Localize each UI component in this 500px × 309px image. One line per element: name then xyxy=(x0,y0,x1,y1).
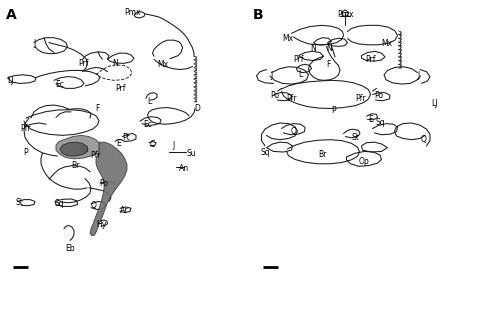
Text: B: B xyxy=(252,8,263,22)
Text: Sq: Sq xyxy=(54,199,64,209)
Text: J: J xyxy=(34,39,36,49)
Text: Sq: Sq xyxy=(260,148,270,158)
Text: Po: Po xyxy=(374,91,384,100)
Text: Pfr: Pfr xyxy=(286,94,297,103)
Text: L: L xyxy=(298,70,302,79)
Text: P: P xyxy=(24,147,28,157)
Text: D: D xyxy=(194,104,200,113)
Text: Prf: Prf xyxy=(115,84,125,94)
Text: F: F xyxy=(96,104,100,113)
Text: Mx: Mx xyxy=(157,60,168,70)
Text: Pmx: Pmx xyxy=(337,10,353,19)
Text: F: F xyxy=(326,60,330,70)
Text: C: C xyxy=(150,140,155,150)
Text: N: N xyxy=(310,44,316,53)
Text: A: A xyxy=(6,8,17,22)
Text: Pt: Pt xyxy=(122,133,130,142)
Text: Pmx: Pmx xyxy=(124,8,141,17)
Text: Pfr: Pfr xyxy=(356,94,366,103)
Text: P: P xyxy=(332,106,336,115)
Text: Sp: Sp xyxy=(79,145,89,154)
Polygon shape xyxy=(90,142,127,235)
Polygon shape xyxy=(60,142,88,156)
Text: Prf: Prf xyxy=(293,55,304,64)
Text: LJ: LJ xyxy=(7,76,13,85)
Text: Q: Q xyxy=(421,134,427,144)
Text: Br: Br xyxy=(318,150,326,159)
Text: St: St xyxy=(15,198,23,207)
Text: N: N xyxy=(112,59,118,68)
Text: Pfr: Pfr xyxy=(20,124,32,133)
Text: Eb: Eb xyxy=(65,244,75,253)
Text: J: J xyxy=(173,141,175,150)
Text: Hy: Hy xyxy=(96,220,106,229)
Text: Br: Br xyxy=(71,161,79,171)
Text: Pfr: Pfr xyxy=(90,151,102,160)
Text: LJ: LJ xyxy=(432,99,438,108)
Text: N: N xyxy=(326,44,332,53)
Text: Sq: Sq xyxy=(375,118,385,127)
Text: E: E xyxy=(368,115,374,124)
Text: J: J xyxy=(270,71,272,80)
Text: An: An xyxy=(179,164,189,173)
Text: Po: Po xyxy=(100,179,108,188)
Text: Prf: Prf xyxy=(365,55,375,64)
Text: Q: Q xyxy=(291,127,297,137)
Text: Prf: Prf xyxy=(78,59,89,68)
Text: St: St xyxy=(351,133,359,142)
Text: Ec: Ec xyxy=(143,120,152,129)
Text: Ar: Ar xyxy=(120,205,128,215)
Text: Po: Po xyxy=(270,91,279,100)
Text: Ec: Ec xyxy=(56,79,64,89)
Polygon shape xyxy=(56,135,100,159)
Text: Su: Su xyxy=(186,149,196,158)
Text: Q: Q xyxy=(91,201,97,210)
Text: Mx: Mx xyxy=(282,34,293,43)
Text: L: L xyxy=(147,97,151,106)
Text: J: J xyxy=(418,71,420,80)
Text: Op: Op xyxy=(358,157,370,166)
Text: E: E xyxy=(116,139,121,148)
Text: Mx: Mx xyxy=(381,39,392,49)
